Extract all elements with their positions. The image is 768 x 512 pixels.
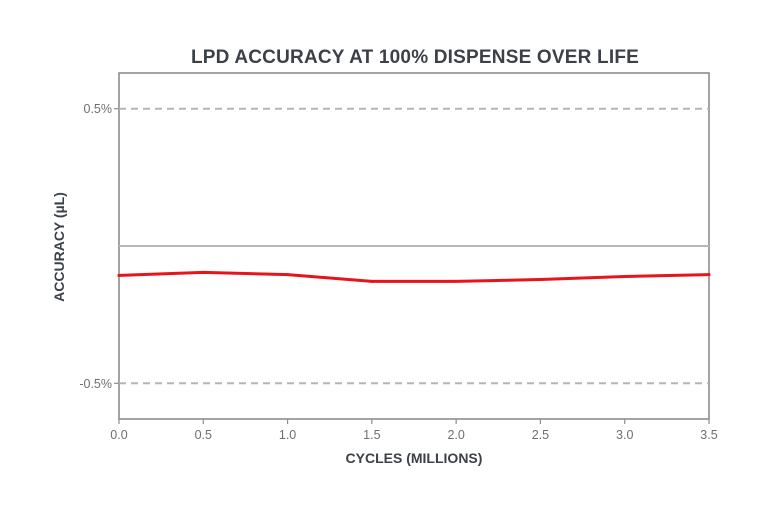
x-axis-ticks: 0.0 0.5 1.0 1.5 2.0 2.5 3.0 3.5 — [110, 419, 718, 442]
series-line-accuracy — [117, 270, 711, 283]
chart-title: LPD ACCURACY AT 100% DISPENSE OVER LIFE — [191, 47, 639, 68]
x-tick-label: 0.0 — [110, 428, 127, 442]
y-tick-label: -0.5% — [79, 377, 112, 391]
data-point — [623, 274, 627, 278]
x-tick-label: 2.0 — [447, 428, 464, 442]
x-axis-label: CYCLES (MILLIONS) — [346, 450, 483, 466]
data-point — [286, 273, 290, 277]
y-axis-label: ACCURACY (µL) — [51, 192, 67, 302]
data-point — [370, 279, 374, 283]
data-point — [117, 273, 121, 277]
x-tick-label: 3.0 — [616, 428, 633, 442]
data-point — [201, 270, 205, 274]
x-tick-label: 1.5 — [363, 428, 380, 442]
y-tick-label: 0.5% — [84, 102, 113, 116]
data-point — [454, 279, 458, 283]
x-tick-label: 0.5 — [195, 428, 212, 442]
x-tick-label: 1.0 — [279, 428, 296, 442]
x-tick-label: 3.5 — [700, 428, 717, 442]
reference-lines — [119, 107, 709, 385]
y-axis-ticks: 0.5% -0.5% — [79, 102, 119, 391]
data-point — [538, 278, 542, 282]
x-tick-label: 2.5 — [532, 428, 549, 442]
data-point — [707, 273, 711, 277]
series-group — [117, 270, 711, 283]
